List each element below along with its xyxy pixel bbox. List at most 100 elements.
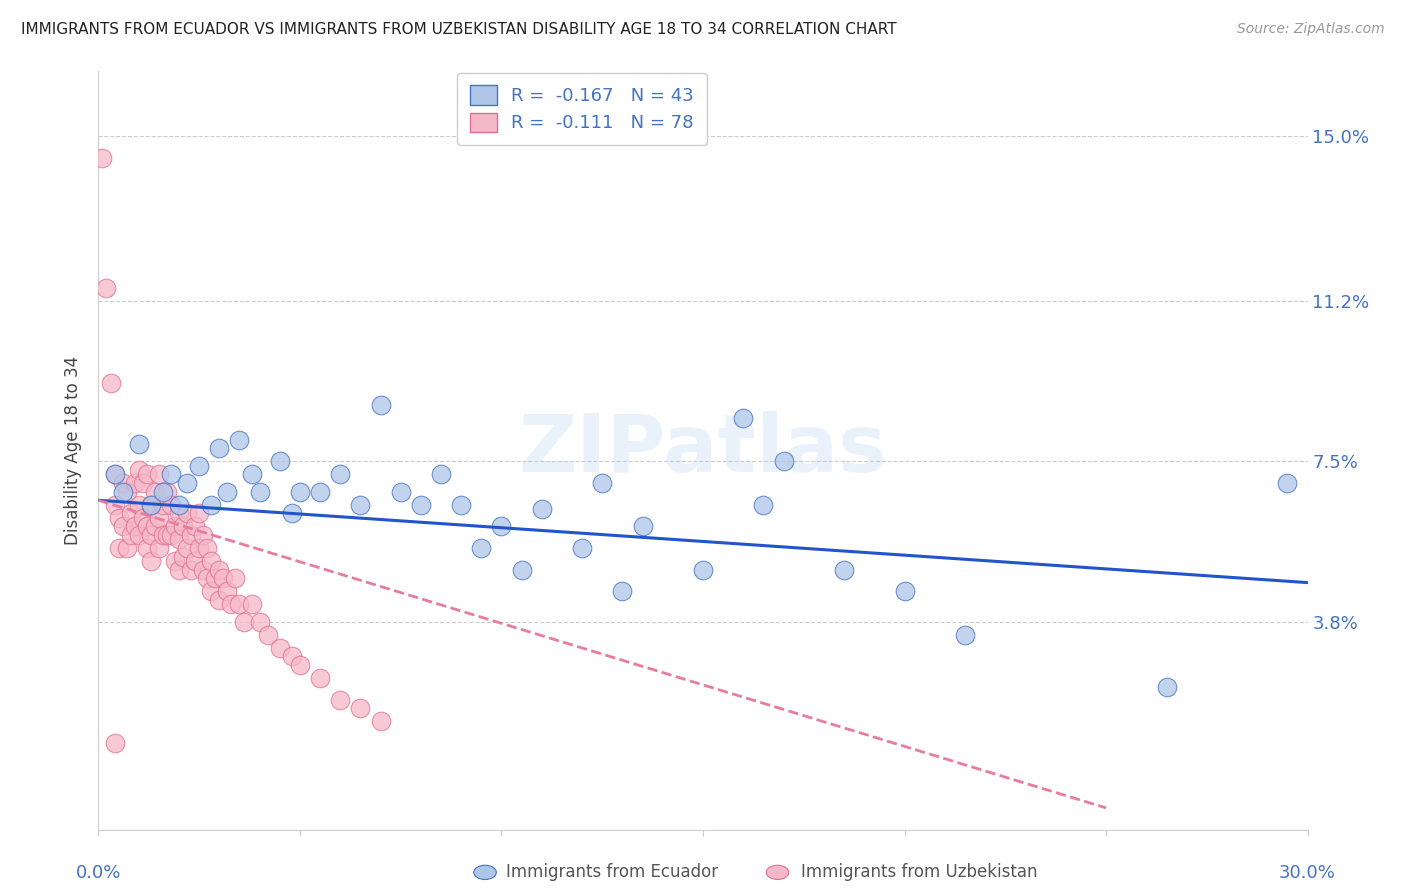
Text: Immigrants from Uzbekistan: Immigrants from Uzbekistan (801, 863, 1038, 881)
Point (139, 528, 162, 542)
Point (167, 533, 190, 547)
Point (188, 541, 211, 555)
Point (221, 597, 243, 611)
Point (107, 541, 129, 555)
Point (152, 498, 174, 512)
Point (193, 528, 215, 542)
Text: 0.0%: 0.0% (76, 864, 121, 882)
Point (491, 519, 513, 533)
Point (180, 563, 202, 577)
Point (208, 593, 231, 607)
Point (111, 519, 134, 533)
Point (200, 554, 222, 568)
Point (249, 615, 271, 629)
Point (124, 519, 146, 533)
Point (180, 528, 202, 542)
Text: ZIPatlas: ZIPatlas (519, 411, 887, 490)
Point (152, 484, 174, 499)
Point (160, 528, 183, 542)
Point (240, 467, 263, 482)
Point (120, 506, 142, 520)
Point (143, 484, 166, 499)
Point (172, 519, 194, 533)
Point (256, 627, 278, 641)
Point (224, 571, 246, 585)
Point (160, 467, 183, 482)
Point (143, 519, 166, 533)
Point (91, 151, 114, 165)
Point (152, 528, 174, 542)
Point (193, 563, 215, 577)
Point (832, 563, 855, 577)
Point (195, 571, 218, 585)
Point (188, 458, 211, 473)
Point (128, 437, 150, 451)
Point (571, 541, 593, 555)
Point (470, 541, 492, 555)
Point (135, 541, 157, 555)
Text: Source: ZipAtlas.com: Source: ZipAtlas.com (1237, 22, 1385, 37)
Text: 30.0%: 30.0% (1279, 864, 1336, 882)
Point (195, 541, 218, 555)
Point (309, 484, 332, 499)
Point (184, 519, 207, 533)
Point (530, 502, 553, 516)
Point (370, 714, 392, 729)
Point (184, 554, 207, 568)
Point (450, 498, 472, 512)
Point (124, 475, 146, 490)
Point (612, 584, 634, 599)
Point (160, 498, 183, 512)
Point (228, 433, 250, 447)
Point (200, 498, 222, 512)
Point (163, 554, 186, 568)
Point (120, 528, 142, 542)
Point (148, 541, 170, 555)
Point (212, 571, 235, 585)
Point (631, 519, 654, 533)
Text: IMMIGRANTS FROM ECUADOR VS IMMIGRANTS FROM UZBEKISTAN DISABILITY AGE 18 TO 34 CO: IMMIGRANTS FROM ECUADOR VS IMMIGRANTS FR… (21, 22, 897, 37)
Point (309, 671, 332, 685)
Point (249, 484, 271, 499)
Point (128, 463, 150, 477)
Point (111, 484, 134, 499)
Point (96, 281, 118, 295)
Point (240, 597, 263, 611)
Point (1156, 680, 1178, 694)
Point (733, 411, 755, 425)
Y-axis label: Disability Age 18 to 34: Disability Age 18 to 34 (65, 356, 83, 545)
Point (139, 498, 162, 512)
Point (329, 692, 352, 706)
Point (156, 528, 179, 542)
Point (103, 736, 125, 750)
Point (139, 554, 162, 568)
Point (132, 510, 155, 524)
Legend: R =  -0.167   N = 43, R =  -0.111   N = 78: R = -0.167 N = 43, R = -0.111 N = 78 (457, 73, 707, 145)
Point (100, 376, 122, 391)
Point (115, 484, 138, 499)
Point (288, 484, 311, 499)
Point (148, 467, 170, 482)
Point (349, 701, 371, 715)
Point (389, 484, 412, 499)
Point (510, 563, 533, 577)
Point (128, 498, 150, 512)
Point (200, 584, 222, 599)
Point (349, 498, 371, 512)
Point (135, 519, 157, 533)
Point (103, 467, 125, 482)
Point (430, 467, 453, 482)
Point (269, 640, 291, 655)
Point (163, 519, 186, 533)
Point (217, 584, 239, 599)
Point (228, 597, 250, 611)
Point (893, 584, 915, 599)
Point (281, 649, 304, 664)
Point (1277, 475, 1299, 490)
Point (409, 498, 432, 512)
Point (128, 528, 150, 542)
Point (176, 475, 198, 490)
Point (167, 506, 190, 520)
Point (269, 454, 291, 468)
Point (148, 510, 170, 524)
